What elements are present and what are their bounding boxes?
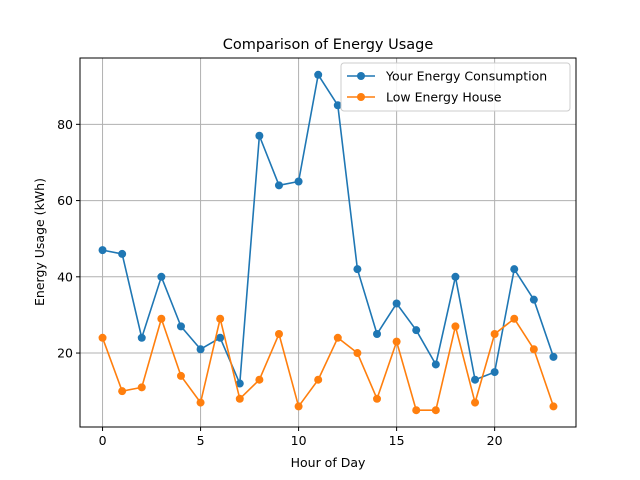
data-point — [510, 314, 519, 323]
data-point — [333, 101, 342, 110]
series-line — [101, 317, 555, 412]
legend-marker — [357, 93, 365, 101]
data-point — [549, 402, 558, 411]
data-point — [431, 406, 440, 415]
data-point — [196, 345, 205, 354]
x-tick-label: 20 — [487, 433, 503, 448]
data-point — [157, 272, 166, 281]
data-point — [294, 402, 303, 411]
data-point — [98, 333, 107, 342]
data-point — [255, 131, 264, 140]
data-point — [216, 314, 225, 323]
x-tick-label: 5 — [197, 433, 205, 448]
y-tick-label: 20 — [57, 346, 73, 361]
series-1 — [98, 70, 558, 388]
x-tick-label: 0 — [99, 433, 107, 448]
grid-lines — [80, 58, 576, 427]
data-point — [235, 394, 244, 403]
data-point — [176, 371, 185, 380]
data-point — [274, 329, 283, 338]
series-layer — [98, 70, 558, 415]
data-point — [451, 322, 460, 331]
data-point — [235, 379, 244, 388]
series-2 — [98, 314, 558, 415]
data-point — [353, 349, 362, 358]
y-tick-label: 80 — [57, 117, 73, 132]
data-point — [216, 333, 225, 342]
x-axis-label: Hour of Day — [291, 455, 366, 470]
data-point — [157, 314, 166, 323]
data-point — [255, 375, 264, 384]
data-point — [196, 398, 205, 407]
data-point — [549, 352, 558, 361]
data-point — [353, 265, 362, 274]
data-point — [373, 394, 382, 403]
data-point — [412, 326, 421, 335]
legend: Your Energy Consumption Low Energy House — [340, 62, 571, 112]
data-point — [118, 387, 127, 396]
data-point — [471, 398, 480, 407]
y-axis-label: Energy Usage (kWh) — [32, 178, 47, 306]
axis-ticks: 0 5 10 15 20 20 40 60 80 — [57, 117, 503, 448]
data-point — [176, 322, 185, 331]
data-point — [431, 360, 440, 369]
data-point — [529, 345, 538, 354]
data-point — [314, 375, 323, 384]
data-point — [412, 406, 421, 415]
plot-frame — [79, 57, 577, 428]
data-point — [98, 246, 107, 255]
data-point — [274, 181, 283, 190]
data-point — [118, 249, 127, 258]
y-tick-label: 60 — [57, 193, 73, 208]
data-point — [294, 177, 303, 186]
data-point — [333, 333, 342, 342]
data-point — [314, 70, 323, 79]
data-point — [490, 329, 499, 338]
data-point — [373, 329, 382, 338]
data-point — [137, 333, 146, 342]
data-point — [510, 265, 519, 274]
x-tick-label: 10 — [291, 433, 307, 448]
data-point — [137, 383, 146, 392]
legend-label: Your Energy Consumption — [385, 69, 547, 84]
x-tick-label: 15 — [389, 433, 405, 448]
data-point — [471, 375, 480, 384]
data-point — [392, 299, 401, 308]
legend-label: Low Energy House — [386, 90, 502, 105]
chart-title: Comparison of Energy Usage — [223, 37, 434, 53]
data-point — [392, 337, 401, 346]
y-tick-label: 40 — [57, 269, 73, 284]
data-point — [490, 368, 499, 377]
legend-marker — [357, 72, 365, 80]
legend-box — [340, 62, 571, 112]
data-point — [529, 295, 538, 304]
data-point — [451, 272, 460, 281]
